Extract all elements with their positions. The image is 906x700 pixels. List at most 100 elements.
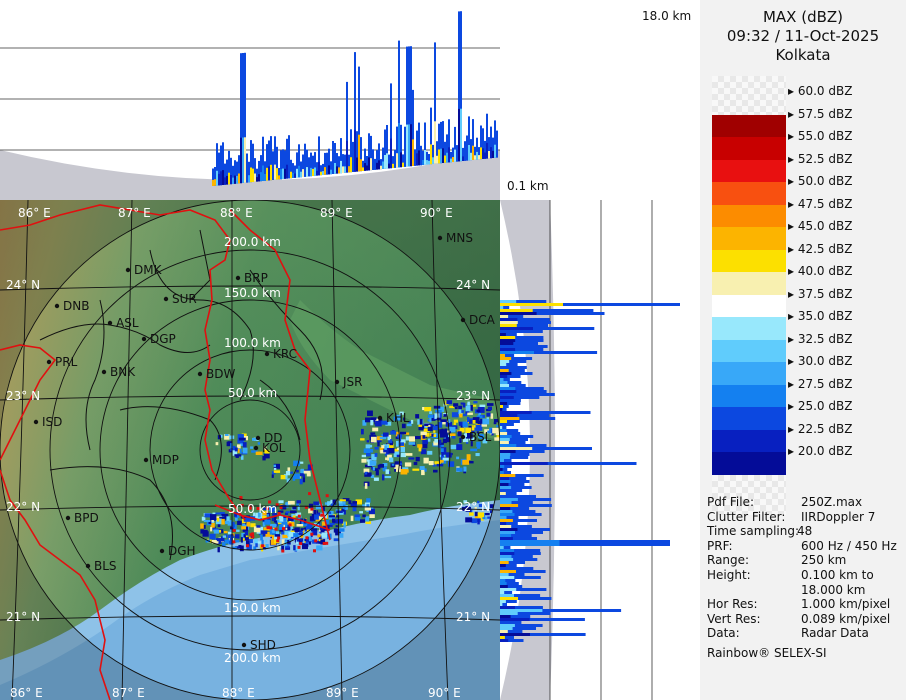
echo-row: [500, 366, 527, 369]
lat-label-right: 23° N: [456, 389, 490, 403]
echo-row: [500, 420, 520, 423]
echo-cell: [367, 472, 372, 477]
echo-row: [500, 549, 541, 552]
echo-cell: [343, 505, 348, 510]
city-dot: [253, 445, 259, 451]
echo-column: [266, 144, 268, 181]
echo-cell: [294, 527, 300, 533]
echo-row: [500, 588, 517, 591]
echo-cell: [282, 517, 287, 522]
legend-swatch: [712, 76, 786, 115]
echo-column: [342, 154, 344, 173]
echo-row: [500, 417, 556, 420]
echo-cell: [257, 512, 261, 518]
echo-column: [286, 138, 288, 179]
echo-cell: [264, 519, 271, 525]
echo-row: [500, 504, 552, 507]
echo-cell: [348, 500, 352, 505]
echo-cell: [292, 515, 296, 518]
legend-swatch: [712, 452, 786, 475]
echo-cell: [296, 537, 299, 542]
echo-column: [338, 167, 340, 174]
echo-column: [238, 173, 240, 184]
echo-cell: [204, 513, 212, 518]
echo-cell: [433, 441, 439, 446]
echo-cell: [441, 420, 448, 425]
echo-cell: [479, 517, 484, 521]
echo-row: [500, 519, 513, 522]
echo-column: [436, 155, 438, 164]
echo-cell: [476, 431, 479, 434]
echo-cell: [494, 437, 500, 441]
echo-column: [360, 137, 362, 172]
echo-cell: [381, 445, 385, 449]
legend-label: ▸ 35.0 dBZ: [788, 309, 853, 323]
echo-row: [500, 609, 622, 612]
echo-cell: [247, 536, 253, 540]
echo-row: [500, 405, 503, 408]
echo-column: [268, 140, 270, 181]
echo-cell: [216, 539, 221, 542]
echo-column: [488, 151, 490, 159]
echo-cell: [469, 419, 475, 424]
echo-row: [500, 378, 510, 381]
echo-cell: [393, 448, 399, 453]
info-key: Range:: [707, 553, 750, 568]
echo-column: [460, 11, 462, 162]
echo-cell: [262, 547, 267, 550]
echo-cell: [216, 517, 220, 522]
echo-cell: [477, 420, 482, 426]
echo-cell: [360, 519, 365, 523]
echo-cell: [479, 404, 486, 408]
echo-column: [364, 148, 366, 171]
echo-column: [448, 147, 450, 163]
echo-column: [354, 129, 356, 172]
echo-cell: [277, 545, 280, 551]
echo-row: [500, 363, 518, 366]
echo-cell: [474, 511, 478, 517]
echo-cell: [281, 539, 285, 546]
echo-cell: [437, 421, 443, 428]
echo-cell: [367, 410, 373, 416]
echo-row: [500, 345, 548, 348]
echo-cell: [475, 425, 483, 431]
echo-cell: [447, 461, 455, 467]
echo-cell: [317, 534, 321, 538]
echo-cell: [377, 441, 380, 447]
lon-label: 90° E: [420, 206, 453, 220]
city-label: ASL: [116, 316, 139, 330]
city-label: KHL: [386, 411, 410, 425]
echo-cell: [246, 540, 250, 547]
echo-cell: [477, 407, 485, 413]
info-value: 1.000 km/pixel: [801, 597, 891, 612]
echo-cell: [366, 504, 370, 509]
echo-row: [500, 489, 508, 492]
city-dot: [101, 369, 107, 375]
echo-row: [500, 363, 507, 366]
echo-cell: [240, 455, 244, 460]
echo-row: [500, 327, 595, 330]
echo-row: [500, 462, 637, 465]
echo-column: [270, 136, 272, 181]
echo-cell: [288, 532, 296, 537]
echo-cell: [368, 508, 375, 515]
echo-cell: [373, 477, 379, 481]
echo-cell: [273, 516, 277, 521]
echo-cell: [262, 456, 266, 461]
echo-cell: [452, 434, 456, 439]
echo-row: [500, 402, 508, 405]
echo-row: [500, 561, 525, 564]
echo-row: [500, 618, 585, 621]
echo-column: [430, 107, 432, 165]
echo-column: [478, 147, 480, 160]
echo-cell: [434, 439, 440, 443]
echo-cell: [210, 523, 215, 528]
echo-column: [284, 168, 286, 179]
echo-row: [500, 495, 513, 498]
echo-column: [384, 129, 386, 169]
legend-swatch: [712, 204, 786, 227]
echo-column: [280, 169, 282, 180]
echo-row: [500, 639, 509, 642]
echo-cell: [230, 445, 236, 452]
echo-cell: [256, 525, 261, 528]
